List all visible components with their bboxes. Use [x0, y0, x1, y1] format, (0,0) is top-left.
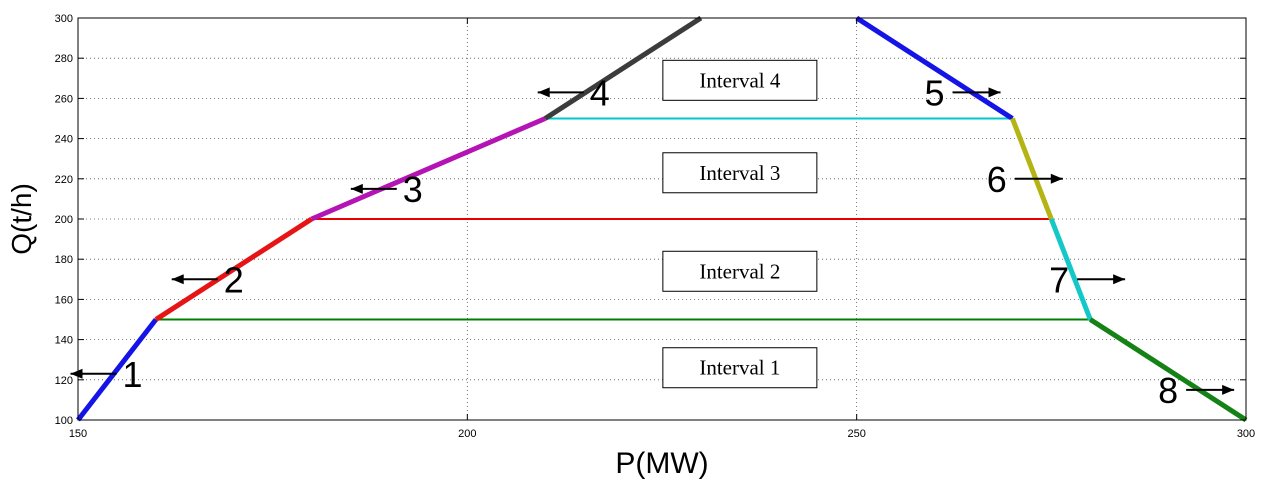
series-line-3 — [310, 116, 547, 222]
annotation-number: 6 — [987, 159, 1007, 200]
series-line-5 — [855, 15, 1014, 121]
annotation-8: 8 — [1158, 370, 1235, 411]
annotation-arrow-head — [537, 87, 550, 98]
annotation-6: 6 — [987, 159, 1063, 200]
y-tick-label: 280 — [55, 53, 73, 65]
annotation-number: 2 — [224, 259, 244, 300]
y-tick-label: 300 — [55, 13, 73, 25]
y-tick-label: 200 — [55, 214, 73, 226]
annotation-arrow-head — [350, 183, 363, 194]
y-tick-label: 180 — [55, 254, 73, 266]
annotation-number: 7 — [1049, 259, 1069, 300]
interval-label-box — [662, 152, 818, 194]
y-tick-label: 100 — [55, 415, 73, 427]
annotation-arrow-head — [171, 274, 184, 285]
series-line-4 — [543, 15, 703, 121]
annotation-3: 3 — [350, 169, 423, 210]
y-tick-label: 120 — [55, 375, 73, 387]
annotation-7: 7 — [1049, 259, 1126, 300]
x-tick-label: 200 — [458, 428, 476, 440]
annotation-number: 3 — [403, 169, 423, 210]
interval-label-box — [662, 347, 818, 389]
series-line-7 — [1048, 218, 1093, 321]
annotation-number: 5 — [925, 72, 945, 113]
y-tick-label: 140 — [55, 335, 73, 347]
ticks: 150 200 250 300 100 120 140 160 180 200 220 240 260 2… — [55, 13, 1256, 440]
x-tick-label: 250 — [847, 428, 865, 440]
interval-labels: Interval 1 Interval 2 Interval 3 Interval 4 — [662, 59, 818, 389]
interval-label: Interval 3 — [699, 161, 780, 185]
interval-lines — [155, 117, 1091, 321]
segment-annotations: 1 2 3 4 5 6 7 8 — [70, 72, 1235, 411]
annotation-arrow-head — [1222, 384, 1235, 395]
series-line-2 — [154, 216, 313, 322]
series-line-6 — [1010, 117, 1054, 220]
annotation-number: 8 — [1158, 370, 1178, 411]
annotation-number: 1 — [122, 354, 142, 395]
annotation-2: 2 — [171, 259, 244, 300]
y-tick-label: 260 — [55, 93, 73, 105]
series-group — [76, 15, 1248, 423]
y-axis-title: Q(t/h) — [6, 183, 37, 255]
interval-label: Interval 1 — [699, 356, 780, 380]
annotation-arrow-head — [1050, 173, 1063, 184]
interval-label: Interval 4 — [699, 68, 781, 92]
annotation-4: 4 — [537, 72, 610, 113]
y-tick-label: 160 — [55, 294, 73, 306]
annotation-arrow-head — [988, 87, 1001, 98]
interval-label-box — [662, 250, 818, 292]
annotation-5: 5 — [925, 72, 1001, 113]
series-line-1 — [76, 317, 158, 422]
x-axis-title: P(MW) — [615, 447, 708, 480]
annotation-arrow-head — [70, 368, 83, 379]
x-tick-label: 150 — [69, 428, 87, 440]
interval-label-box — [662, 59, 818, 101]
y-tick-label: 240 — [55, 134, 73, 146]
x-tick-label: 300 — [1237, 428, 1255, 440]
series-line-8 — [1088, 317, 1248, 423]
y-tick-label: 220 — [55, 174, 73, 186]
annotation-number: 4 — [590, 72, 610, 113]
annotation-arrow-head — [1113, 274, 1126, 285]
annotation-1: 1 — [70, 354, 143, 395]
interval-label: Interval 2 — [699, 259, 780, 283]
